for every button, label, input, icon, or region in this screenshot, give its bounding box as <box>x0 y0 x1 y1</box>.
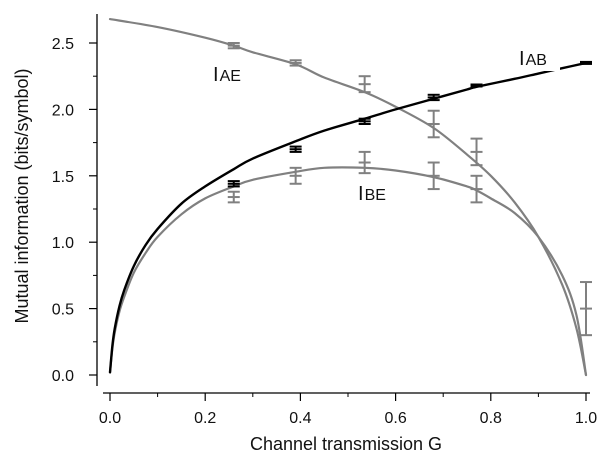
x-tick-label: 1.0 <box>575 410 597 427</box>
data-point-i-ae <box>289 59 302 67</box>
data-point-i-ab <box>470 83 483 88</box>
error-bar-i-ab <box>470 83 483 88</box>
y-tick-label: 0.0 <box>52 368 74 385</box>
curve-label-i-ae: IAE <box>213 64 241 86</box>
y-tick-label: 2.5 <box>52 36 74 53</box>
x-tick-label: 0.4 <box>289 410 311 427</box>
data-point-i-ab <box>227 180 240 188</box>
curve-label-main: I <box>213 64 219 86</box>
error-bar-i-ab <box>580 60 592 65</box>
data-point-i-be <box>289 166 302 185</box>
y-tick-label: 2.0 <box>52 102 74 119</box>
y-tick-label: 0.5 <box>52 302 74 319</box>
data-point-i-be <box>580 281 592 337</box>
x-tick-label: 0.2 <box>194 410 216 427</box>
data-point-i-ab <box>289 145 302 153</box>
curve-label-sub: AE <box>220 68 241 85</box>
curve-label-sub: BE <box>365 187 386 204</box>
curve-label-main: I <box>358 183 364 205</box>
data-point-i-ae <box>358 75 371 94</box>
y-tick-label: 1.5 <box>52 169 74 186</box>
data-point-i-ab <box>427 93 440 102</box>
x-axis-title: Channel transmission G <box>250 434 442 454</box>
axes-layer: 0.0 0.5 1.0 1.5 2.0 2.5 0.0 0.2 0.4 0.6 0.8 1.0 <box>52 14 597 427</box>
data-point-i-ab <box>358 117 371 126</box>
label-background <box>516 43 560 71</box>
curves-layer <box>108 18 588 377</box>
data-point-i-ab <box>580 60 592 65</box>
x-tick-label: 0.0 <box>99 410 121 427</box>
curve-i-ab <box>108 61 588 374</box>
curve-label-sub: AB <box>526 52 547 69</box>
curve-label-main: I <box>519 48 525 70</box>
data-point-i-be <box>427 161 440 191</box>
curve-label-i-be: IBE <box>358 183 386 205</box>
curve-i-ae <box>108 18 588 377</box>
data-point-i-ae <box>470 137 483 167</box>
data-point-i-be <box>470 174 483 204</box>
y-axis-title: Mutual information (bits/symbol) <box>12 68 32 323</box>
x-tick-label: 0.6 <box>384 410 406 427</box>
x-tick-label: 0.8 <box>480 410 502 427</box>
markers-layer <box>227 42 592 337</box>
data-point-i-ae <box>427 109 440 139</box>
data-point-i-be <box>358 150 371 175</box>
y-tick-label: 1.0 <box>52 235 74 252</box>
curve-i-be <box>108 166 588 377</box>
curve-label-i-ab: IAB <box>519 48 547 70</box>
data-point-i-ae <box>227 42 240 50</box>
data-point-i-be <box>227 190 240 204</box>
